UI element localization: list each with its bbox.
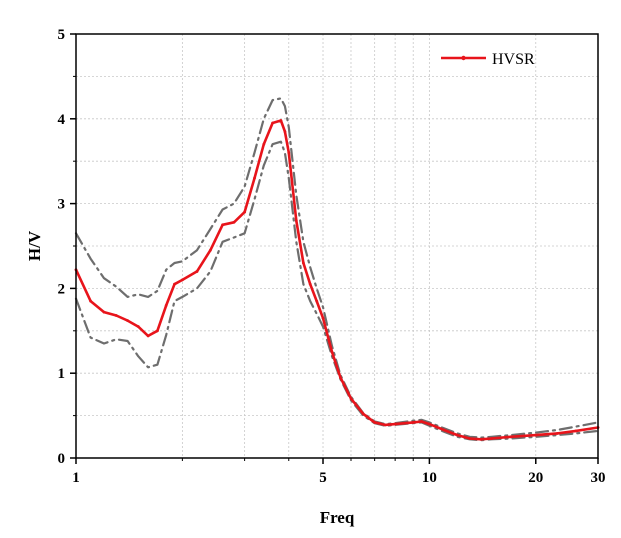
hvsr-point xyxy=(420,420,423,423)
hvsr-point xyxy=(126,319,130,323)
hvsr-point xyxy=(427,422,431,426)
hvsr-point xyxy=(156,329,159,333)
grid-layer xyxy=(76,34,598,458)
hvsr-point xyxy=(534,433,538,437)
x-tick-label: 1 xyxy=(72,470,80,486)
y-tick-label: 3 xyxy=(58,197,66,213)
series-line-lower-bound xyxy=(74,140,600,442)
hvsr-point xyxy=(308,282,312,286)
y-tick-label: 0 xyxy=(58,451,66,467)
legend: HVSR xyxy=(441,51,535,68)
hvsr-point xyxy=(243,210,247,214)
hvsr-point xyxy=(195,270,199,273)
hvsr-point xyxy=(411,420,415,424)
x-tick-label: 5 xyxy=(319,470,327,486)
y-axis-title: H/V xyxy=(25,230,44,261)
y-tick-label: 1 xyxy=(58,366,66,382)
hvsr-point xyxy=(114,314,118,317)
hvsr-point xyxy=(361,412,365,416)
hvsr-point xyxy=(89,299,93,303)
hvsr-point xyxy=(574,429,578,433)
hvsr-point xyxy=(279,119,283,122)
hvsr-point xyxy=(173,282,176,286)
hvsr-point xyxy=(373,420,377,424)
x-tick-label: 10 xyxy=(422,470,437,486)
hvsr-point xyxy=(555,432,559,435)
hvsr-point xyxy=(283,130,287,133)
hvsr-point xyxy=(321,316,325,320)
hvsr-point xyxy=(349,397,353,401)
hvsr-point xyxy=(509,435,513,439)
hvsr-point xyxy=(221,223,225,227)
series-line-hvsr xyxy=(74,119,600,441)
hvsr-point xyxy=(468,437,472,440)
hvsr-point xyxy=(294,219,298,222)
hvsr-point xyxy=(232,220,236,224)
hvsr-point xyxy=(393,422,397,426)
hvsr-point xyxy=(253,176,256,180)
hvsr-point xyxy=(180,278,184,282)
x-tick-label: 30 xyxy=(591,470,606,486)
hvsr-point xyxy=(287,151,291,155)
hvsr-point xyxy=(146,334,150,338)
hvsr-point xyxy=(455,433,459,437)
y-tick-label: 4 xyxy=(58,112,66,128)
legend-label-hvsr: HVSR xyxy=(492,51,535,68)
hvsr-point xyxy=(136,325,140,328)
hvsr-point xyxy=(102,310,106,314)
hvsr-point xyxy=(315,299,319,303)
hvsr-point xyxy=(164,303,168,307)
y-tick-label: 2 xyxy=(58,281,66,297)
series-line-upper-bound xyxy=(74,97,600,439)
series-layer xyxy=(74,97,600,442)
hvsr-point xyxy=(490,437,494,440)
hvsr-point xyxy=(442,428,446,432)
hvsr-point xyxy=(330,350,334,354)
hvsr-point xyxy=(479,437,483,441)
y-tick-label: 5 xyxy=(58,27,66,43)
hvsr-point xyxy=(208,248,212,252)
hvsr-point xyxy=(262,142,266,146)
hvsr-point xyxy=(339,376,342,379)
hvsr-point xyxy=(383,423,387,427)
legend-marker-hvsr xyxy=(461,55,466,61)
hvsr-point xyxy=(271,121,274,125)
hvsr-point xyxy=(301,261,305,265)
x-tick-label: 20 xyxy=(528,470,543,486)
x-axis-title: Freq xyxy=(320,508,355,527)
